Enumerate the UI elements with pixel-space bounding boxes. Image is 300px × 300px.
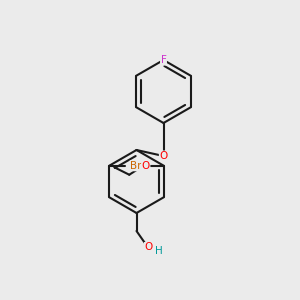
Text: O: O	[142, 161, 150, 171]
Text: O: O	[159, 151, 168, 161]
Text: H: H	[155, 245, 163, 256]
Text: O: O	[144, 242, 153, 253]
Text: Br: Br	[130, 161, 142, 171]
Text: F: F	[160, 55, 166, 65]
